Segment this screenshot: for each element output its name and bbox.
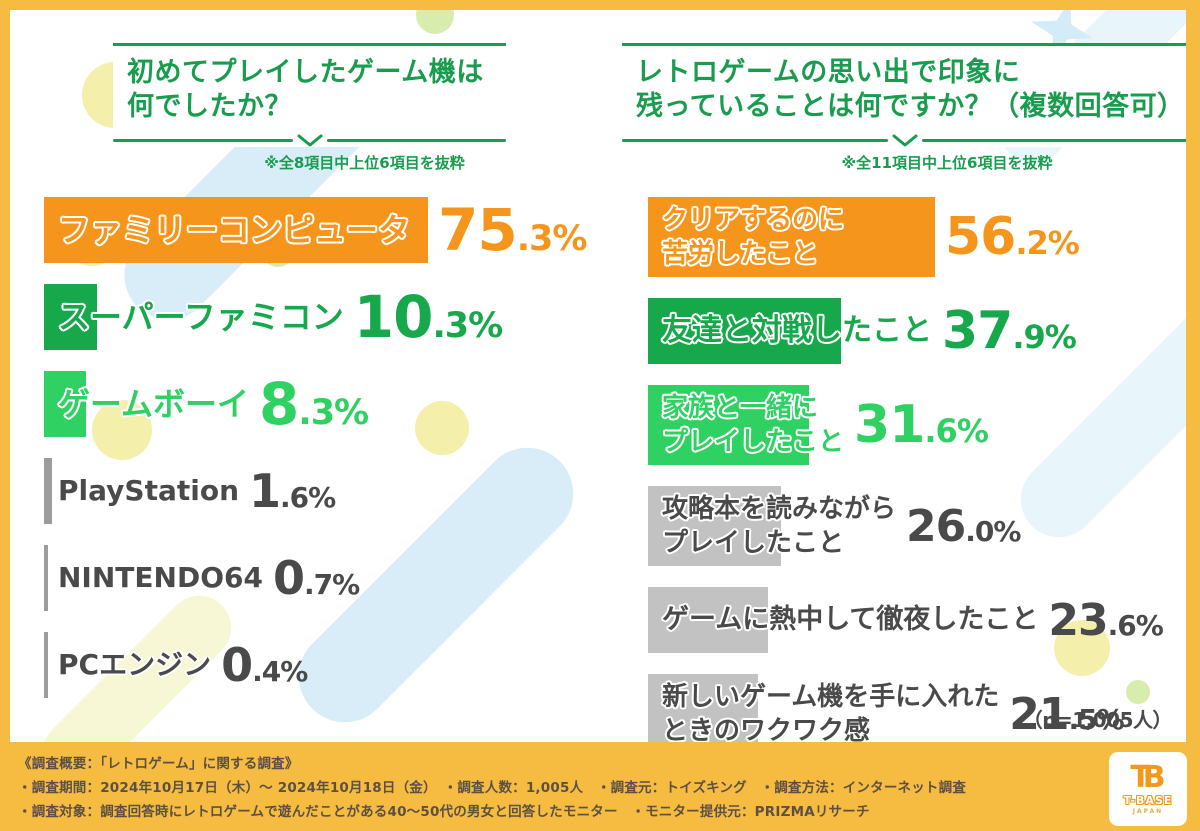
bar-value: 0.7%	[272, 551, 360, 605]
tbase-logo-monogram: TB	[1130, 759, 1165, 795]
tbase-logo-name: T-BASE	[1123, 793, 1173, 807]
bar-value: 26.0%	[906, 500, 1021, 552]
content-panel: 初めてプレイしたゲーム機は 何でしたか？ ※全8項目中上位6項目を抜粋 ファミリ…	[10, 10, 1186, 742]
right-title-line-2: 残っていることは何ですか？（複数回答可）	[636, 91, 1185, 122]
bar-value: 21.5%	[1009, 688, 1124, 740]
left-title-line-2: 何でしたか？	[127, 91, 292, 122]
left-chart-title: 初めてプレイしたゲーム機は 何でしたか？	[113, 43, 506, 147]
bar-label: PCエンジン	[58, 647, 212, 681]
chart-row: PlayStation 1.6%	[44, 458, 609, 524]
chevron-down-icon	[892, 134, 918, 146]
bar-value: 1.6%	[249, 464, 336, 518]
chart-row: ファミリーコンピュータ 75.3%	[44, 196, 609, 264]
footer-line-1: 《調査概要：「レトロゲーム」に関する調査》	[18, 756, 299, 772]
bar	[648, 587, 768, 653]
chart-row: 家族と一緒に プレイしたこと 31.6%	[648, 385, 1186, 465]
right-title-line-1: レトロゲームの思い出で印象に	[636, 57, 1021, 88]
sample-size-note: （n=1,005人）	[1022, 708, 1173, 732]
bar	[44, 371, 86, 437]
bar-value: 23.6%	[1048, 594, 1163, 646]
chart-row: 友達と対戦したこと 37.9%	[648, 298, 1186, 364]
right-chart-note: ※全11項目中上位6項目を抜粋	[841, 154, 1053, 172]
bar-value: 37.9%	[942, 301, 1077, 361]
bar	[648, 674, 758, 742]
bar-value: 31.6%	[854, 395, 989, 455]
chart-row: ゲームボーイ 8.3%	[44, 370, 609, 438]
bar-value: 75.3%	[438, 196, 587, 264]
bar-label: クリアするのに 苦労したこと	[662, 205, 845, 269]
bar	[648, 385, 809, 465]
bar	[44, 284, 97, 350]
left-chart-note: ※全8項目中上位6項目を抜粋	[264, 154, 465, 172]
right-chart-rows: クリアするのに 苦労したこと 56.2% 友達と対戦したこと 37.9% 家族と一緒に プレ…	[648, 197, 1186, 742]
bar-label: 新しいゲーム機を手に入れた ときのワクワク感	[662, 682, 1000, 742]
chart-row: ゲームに熱中して徹夜したこと 23.6%	[648, 587, 1186, 653]
bar-label: スーパーファミコン	[58, 297, 344, 336]
bar-label: ゲームボーイ	[58, 384, 250, 423]
bar-label: PlayStation	[58, 473, 240, 507]
title-underline	[622, 133, 1186, 147]
tbase-logo-sub: JAPAN	[1132, 807, 1164, 815]
bar-label: 友達と対戦したこと	[662, 312, 932, 348]
left-title-line-1: 初めてプレイしたゲーム機は	[127, 57, 484, 88]
bar-value: 0.4%	[221, 638, 308, 692]
bar-label: ゲームに熱中して徹夜したこと	[662, 604, 1039, 636]
bar-label: 攻略本を読みながら プレイしたこと	[662, 494, 897, 558]
bar	[44, 458, 52, 524]
right-chart-title: レトロゲームの思い出で印象に 残っていることは何ですか？（複数回答可）	[622, 43, 1186, 147]
chart-row: スーパーファミコン 10.3%	[44, 283, 609, 351]
right-chart: レトロゲームの思い出で印象に 残っていることは何ですか？（複数回答可） ※全11…	[622, 43, 1186, 742]
bar-value: 8.3%	[259, 370, 369, 438]
bar	[648, 197, 935, 277]
bar	[44, 545, 48, 611]
left-chart: 初めてプレイしたゲーム機は 何でしたか？ ※全8項目中上位6項目を抜粋 ファミリ…	[44, 43, 609, 719]
chart-row: NINTENDO64 0.7%	[44, 545, 609, 611]
bar-label: NINTENDO64	[58, 560, 263, 594]
survey-overview-footer: 《調査概要：「レトロゲーム」に関する調査》 ・調査期間：2024年10月17日（…	[18, 752, 1098, 824]
bar	[648, 486, 781, 566]
footer-line-2: ・調査期間：2024年10月17日（木）～ 2024年10月18日（金） ・調査…	[18, 780, 967, 796]
left-chart-rows: ファミリーコンピュータ 75.3% スーパーファミコン 10.3% ゲームボーイ 8.3%…	[44, 196, 609, 698]
bar-value: 10.3%	[353, 283, 503, 351]
chart-row: PCエンジン 0.4%	[44, 632, 609, 698]
bar-label: ファミリーコンピュータ	[58, 210, 411, 249]
chevron-down-icon	[297, 134, 322, 146]
footer-line-3: ・調査対象：調査回答時にレトロゲームで遊んだことがある40～50代の男女と回答し…	[18, 804, 870, 820]
bar-label: 家族と一緒に プレイしたこと	[662, 393, 845, 457]
chart-row: クリアするのに 苦労したこと 56.2%	[648, 197, 1186, 277]
chart-row: 新しいゲーム機を手に入れた ときのワクワク感 21.5%	[648, 674, 1186, 742]
bar	[648, 298, 841, 364]
decor-dot	[416, 10, 454, 34]
title-underline	[113, 133, 506, 147]
bar-value: 56.2%	[945, 207, 1080, 267]
tbase-logo: TB T-BASE JAPAN	[1109, 752, 1187, 826]
chart-row: 攻略本を読みながら プレイしたこと 26.0%	[648, 486, 1186, 566]
